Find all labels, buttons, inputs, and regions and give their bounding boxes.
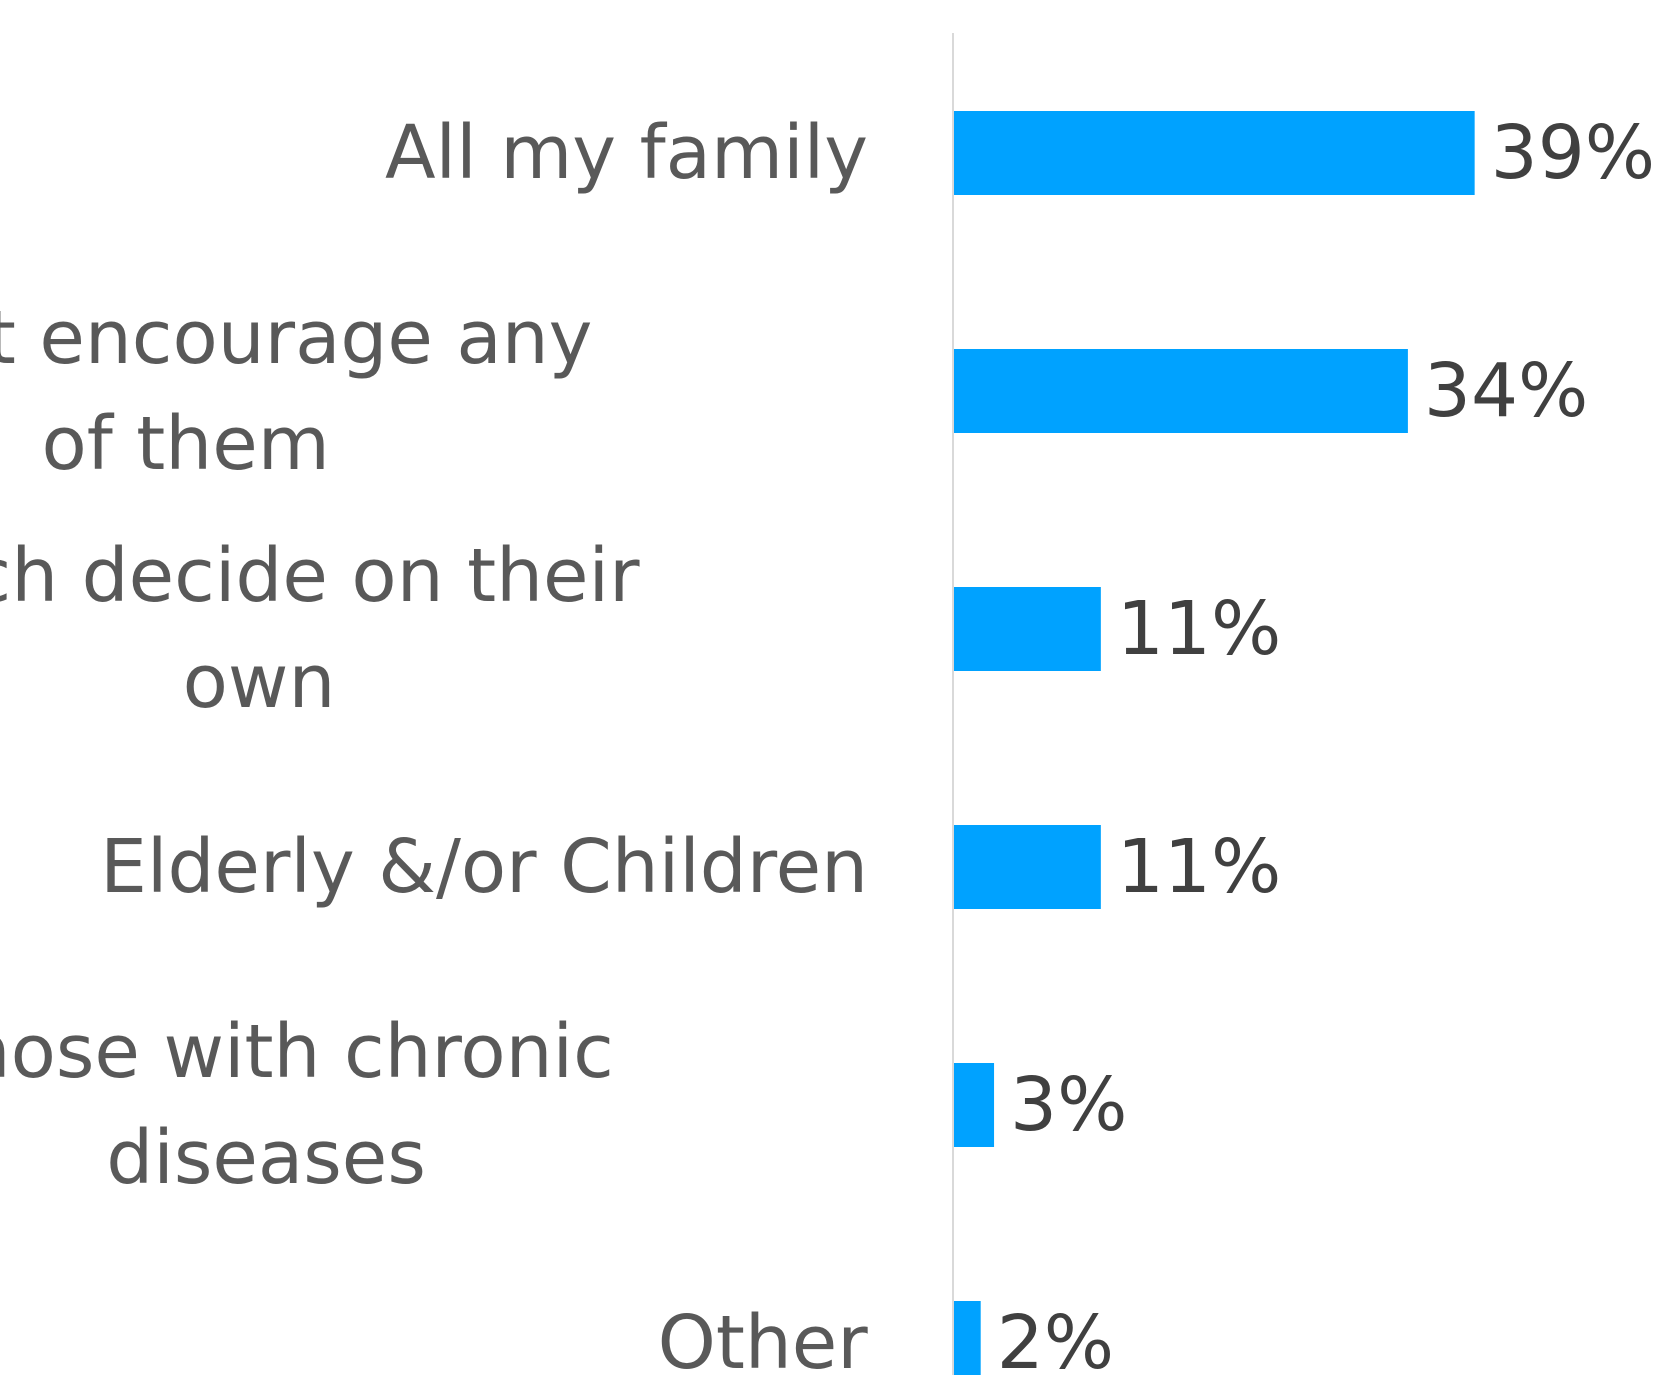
- bar-2: [954, 349, 1408, 433]
- value-label-4: 11%: [1117, 824, 1281, 910]
- value-label-6: 2%: [997, 1300, 1114, 1375]
- value-label-1: 39%: [1491, 110, 1654, 196]
- value-label-5: 3%: [1010, 1062, 1127, 1148]
- value-label-3: 11%: [1117, 586, 1281, 672]
- bar-3: [954, 587, 1101, 671]
- value-label-2: 34%: [1424, 348, 1588, 434]
- category-label-4: Elderly &/or Children: [100, 824, 868, 910]
- category-label-6: Other: [658, 1300, 869, 1375]
- bar-1: [954, 111, 1475, 195]
- bar-6: [954, 1301, 981, 1375]
- bar-5: [954, 1063, 995, 1147]
- category-label-1: All my family: [385, 110, 868, 196]
- bar-4: [954, 825, 1101, 909]
- bars: [954, 111, 1475, 1375]
- value-labels: 39% 34% 11% 11% 3% 2%: [997, 110, 1654, 1375]
